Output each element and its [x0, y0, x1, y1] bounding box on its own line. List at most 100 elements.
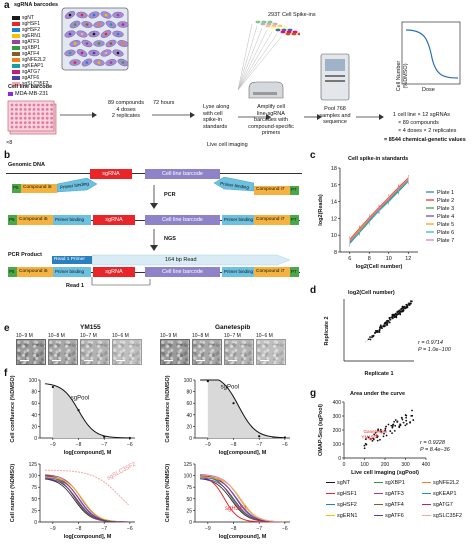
cell-nucleus [92, 32, 96, 36]
well [45, 125, 49, 129]
well [28, 121, 31, 124]
barcode-item: sgATF3 [12, 33, 39, 51]
well [41, 121, 45, 124]
scatter-point [393, 430, 396, 432]
i5-label-2: Compound i5 [19, 217, 48, 222]
legend-swatch [422, 503, 431, 506]
data-point [77, 409, 80, 412]
scatter-point [365, 443, 368, 446]
barcode-item: sgNFE2L2 [12, 51, 46, 69]
legend-item: sgATF3 [374, 491, 404, 497]
y-tick-label: 0 [338, 456, 341, 462]
scatter-point [384, 427, 387, 430]
read1-bracket [91, 277, 151, 286]
well [41, 125, 45, 129]
ngs-arrow [150, 229, 158, 251]
scatter-point [386, 322, 389, 325]
scatter-point [404, 414, 407, 416]
legend-swatch [374, 514, 383, 517]
chart-g: 0 100 200 300 400 0 100 200 300 400 GanetespibYM15… [318, 400, 431, 476]
y-tick-label: 40 [31, 413, 37, 419]
scatter-point [369, 338, 372, 341]
identity-line [364, 300, 413, 343]
spike-in-cell [270, 26, 276, 30]
barcode-swatch [12, 81, 20, 86]
scatter-point [385, 434, 388, 437]
x-tick-label: −8 [76, 442, 82, 448]
cell-nucleus [121, 23, 125, 26]
x-tick-label: −9 [205, 442, 211, 448]
scatter-point [402, 421, 405, 424]
chart-g-p: P = 8.4e−36 [420, 447, 450, 453]
sgrna-label-3: sgRNA [105, 269, 123, 275]
fit-curve [45, 383, 129, 439]
cell-nucleus [92, 13, 96, 17]
chart-f-top-left: −9 −8 −7 −6 0 20 40 60 80 100 Cell confluence (%DM… [10, 375, 135, 456]
chart-g-r: r = 0.9228 [420, 440, 445, 446]
dose-label: 10−6 M [256, 333, 273, 339]
micrograph [224, 339, 254, 365]
barcode-swatch [12, 69, 20, 74]
scatter-point [400, 416, 403, 419]
y-tick-label: 50 [186, 497, 192, 503]
scale-bar [260, 359, 269, 361]
barcode-item: sgERN1 [12, 27, 41, 45]
panel-b: b Genomic DNA sgRNA Cell line barcode P5… [0, 150, 310, 310]
barcode-item: sgXBP1 [12, 39, 40, 57]
p5-block-3 [8, 267, 17, 277]
well [50, 121, 53, 124]
dose-label: 10−9 M [16, 333, 33, 339]
read1-label: Read 1 [66, 283, 85, 289]
legend-swatch [326, 514, 335, 517]
x-tick-label: −8 [76, 526, 82, 532]
panel-label-d: d [310, 285, 317, 296]
thermocycler [248, 81, 284, 99]
x-axis-label: log[compound], M [219, 450, 267, 456]
binding-block-5 [222, 267, 254, 277]
read1-primer-block [52, 256, 92, 264]
data-point [258, 435, 261, 438]
spike-in-line [237, 23, 253, 91]
barcode-block-1 [145, 169, 220, 179]
cell-flask [61, 7, 129, 71]
legend-label: Plate 1 [437, 190, 454, 196]
fit-curve [200, 477, 284, 523]
well-plate [7, 100, 57, 135]
x-tick-label: −6 [282, 526, 288, 532]
step2-text: Lyse along with cell spike-in standards [203, 104, 230, 130]
well [37, 103, 40, 107]
chart-d: Replicate 2 Replicate 1 [324, 299, 414, 377]
p5-label-3: P5 [9, 269, 15, 274]
x-tick-label: −9 [205, 526, 211, 532]
summary-line4: = 8544 chemical-genetic values [384, 137, 466, 143]
scatter-point [398, 425, 401, 428]
p7-block-3 [290, 267, 299, 277]
scatter-point [401, 418, 404, 421]
barcode-label: sgHSF1 [22, 20, 41, 27]
arrow-plate [60, 112, 97, 118]
x-tick-label: 8 [368, 256, 371, 262]
cell-nucleus [73, 42, 77, 45]
binding-block-3 [222, 215, 254, 225]
i5-label-3: Compound i5 [19, 269, 48, 274]
y-tick-label: 60 [186, 401, 192, 407]
micrograph [192, 339, 222, 365]
well [32, 116, 36, 120]
y-tick-label: 400 [333, 400, 342, 406]
y-tick-label: 18 [331, 166, 337, 172]
step1-text: 89 compounds 4 doses 2 replicates [107, 100, 145, 119]
y-axis-label: Replicate 2 [324, 316, 330, 345]
barcode-label: sgHSF2 [22, 26, 41, 33]
scatter-point [391, 313, 394, 316]
barcode-label: sgSLC35F2 [22, 80, 49, 87]
scatter-point [395, 316, 398, 319]
panel-label-a: a [4, 0, 10, 11]
data-point [128, 436, 131, 440]
y-tick-label: 0 [34, 520, 37, 526]
scatter-point [387, 423, 390, 426]
x-tick-label: 400 [422, 462, 431, 468]
cell-nucleus [109, 61, 113, 64]
scatter-point [409, 421, 412, 423]
panel-label-c: c [310, 150, 316, 161]
summary-line3: × 4 doses × 2 replicates [398, 128, 457, 134]
